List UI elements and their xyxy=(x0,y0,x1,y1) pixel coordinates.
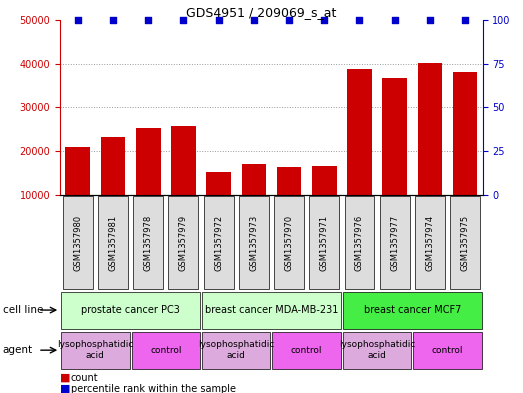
Point xyxy=(355,17,363,23)
Text: breast cancer MDA-MB-231: breast cancer MDA-MB-231 xyxy=(204,305,338,315)
Text: GSM1357980: GSM1357980 xyxy=(73,215,82,270)
Bar xyxy=(382,78,407,239)
Text: GSM1357975: GSM1357975 xyxy=(461,215,470,270)
Text: control: control xyxy=(150,346,181,354)
Text: control: control xyxy=(291,346,322,354)
Text: GSM1357979: GSM1357979 xyxy=(179,215,188,270)
Text: cell line: cell line xyxy=(3,305,43,315)
Bar xyxy=(312,165,337,239)
Bar xyxy=(417,63,442,239)
Bar xyxy=(171,126,196,239)
Text: lysophosphatidic
acid: lysophosphatidic acid xyxy=(339,340,415,360)
Text: lysophosphatidic
acid: lysophosphatidic acid xyxy=(57,340,133,360)
Point xyxy=(391,17,399,23)
Text: GSM1357977: GSM1357977 xyxy=(390,214,399,271)
FancyBboxPatch shape xyxy=(63,196,93,289)
FancyBboxPatch shape xyxy=(343,292,482,329)
Bar xyxy=(347,69,372,239)
FancyBboxPatch shape xyxy=(133,196,163,289)
FancyBboxPatch shape xyxy=(202,332,270,369)
Text: lysophosphatidic
acid: lysophosphatidic acid xyxy=(198,340,275,360)
Text: GSM1357973: GSM1357973 xyxy=(249,214,258,271)
Bar xyxy=(453,72,477,239)
FancyBboxPatch shape xyxy=(61,292,200,329)
FancyBboxPatch shape xyxy=(132,332,200,369)
Bar xyxy=(206,172,231,239)
Text: GSM1357971: GSM1357971 xyxy=(320,215,329,270)
Text: GSM1357978: GSM1357978 xyxy=(144,214,153,271)
Bar xyxy=(100,137,126,239)
Text: GSM1357974: GSM1357974 xyxy=(425,215,435,270)
FancyBboxPatch shape xyxy=(345,196,374,289)
FancyBboxPatch shape xyxy=(343,332,411,369)
FancyBboxPatch shape xyxy=(415,196,445,289)
Text: ■: ■ xyxy=(60,384,71,393)
Text: agent: agent xyxy=(3,345,33,355)
FancyBboxPatch shape xyxy=(380,196,410,289)
FancyBboxPatch shape xyxy=(450,196,480,289)
Bar xyxy=(65,147,90,239)
Point xyxy=(426,17,434,23)
Point xyxy=(144,17,152,23)
FancyBboxPatch shape xyxy=(413,332,482,369)
FancyBboxPatch shape xyxy=(239,196,269,289)
FancyBboxPatch shape xyxy=(61,332,130,369)
Text: GSM1357970: GSM1357970 xyxy=(285,215,293,270)
Text: GSM1357981: GSM1357981 xyxy=(108,215,118,270)
Point xyxy=(320,17,328,23)
Point xyxy=(109,17,117,23)
Bar xyxy=(136,129,161,239)
Text: count: count xyxy=(71,373,98,383)
FancyBboxPatch shape xyxy=(309,196,339,289)
Text: percentile rank within the sample: percentile rank within the sample xyxy=(71,384,235,393)
Text: breast cancer MCF7: breast cancer MCF7 xyxy=(363,305,461,315)
Text: prostate cancer PC3: prostate cancer PC3 xyxy=(81,305,180,315)
Text: ■: ■ xyxy=(60,373,71,383)
Text: control: control xyxy=(432,346,463,354)
Text: GDS4951 / 209069_s_at: GDS4951 / 209069_s_at xyxy=(186,6,337,19)
FancyBboxPatch shape xyxy=(203,196,234,289)
FancyBboxPatch shape xyxy=(202,292,341,329)
Text: GSM1357972: GSM1357972 xyxy=(214,215,223,270)
Point xyxy=(285,17,293,23)
Text: GSM1357976: GSM1357976 xyxy=(355,214,364,271)
Point xyxy=(214,17,223,23)
FancyBboxPatch shape xyxy=(168,196,198,289)
Bar xyxy=(277,167,301,239)
Point xyxy=(74,17,82,23)
Point xyxy=(461,17,469,23)
Point xyxy=(179,17,188,23)
Bar xyxy=(242,164,266,239)
FancyBboxPatch shape xyxy=(98,196,128,289)
FancyBboxPatch shape xyxy=(274,196,304,289)
Point xyxy=(249,17,258,23)
FancyBboxPatch shape xyxy=(272,332,341,369)
